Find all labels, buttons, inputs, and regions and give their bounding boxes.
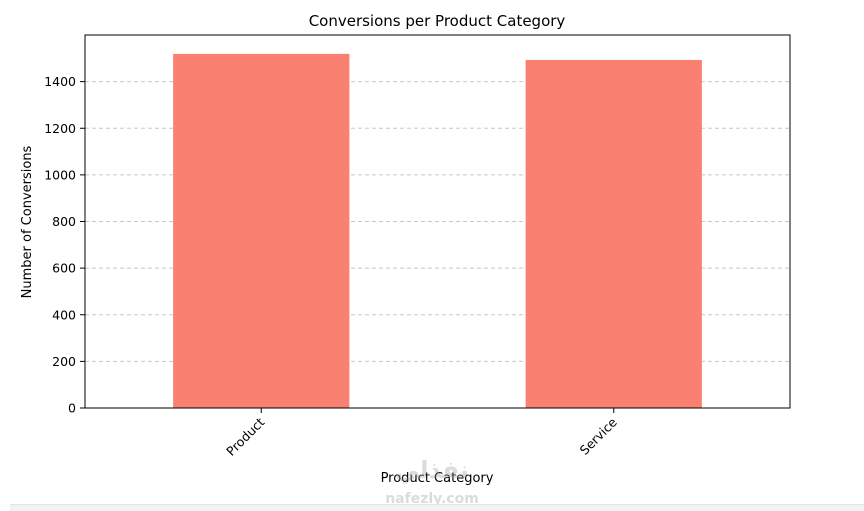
x-axis-title: Product Category xyxy=(381,471,494,486)
bottom-bar xyxy=(10,504,864,511)
chart-title: Conversions per Product Category xyxy=(309,12,566,30)
gridlines xyxy=(85,81,790,362)
y-tick-label: 0 xyxy=(68,401,76,416)
bar-product xyxy=(173,53,350,409)
y-tick-label: 400 xyxy=(52,307,76,322)
y-tick-label: 600 xyxy=(52,261,76,276)
y-tick-label: 200 xyxy=(52,354,76,369)
bars xyxy=(173,53,702,409)
y-tick-label: 1400 xyxy=(44,74,76,89)
bar-service xyxy=(525,59,702,409)
x-axis: Product Service xyxy=(223,408,620,459)
y-axis-title: Number of Conversions xyxy=(20,145,35,298)
x-tick-label: Service xyxy=(577,414,620,457)
y-axis: 0 200 400 600 800 1000 1200 1400 xyxy=(44,74,85,416)
y-tick-label: 800 xyxy=(52,214,76,229)
y-tick-label: 1200 xyxy=(44,121,76,136)
x-tick-label: Product xyxy=(223,414,267,458)
y-tick-label: 1000 xyxy=(44,167,76,182)
